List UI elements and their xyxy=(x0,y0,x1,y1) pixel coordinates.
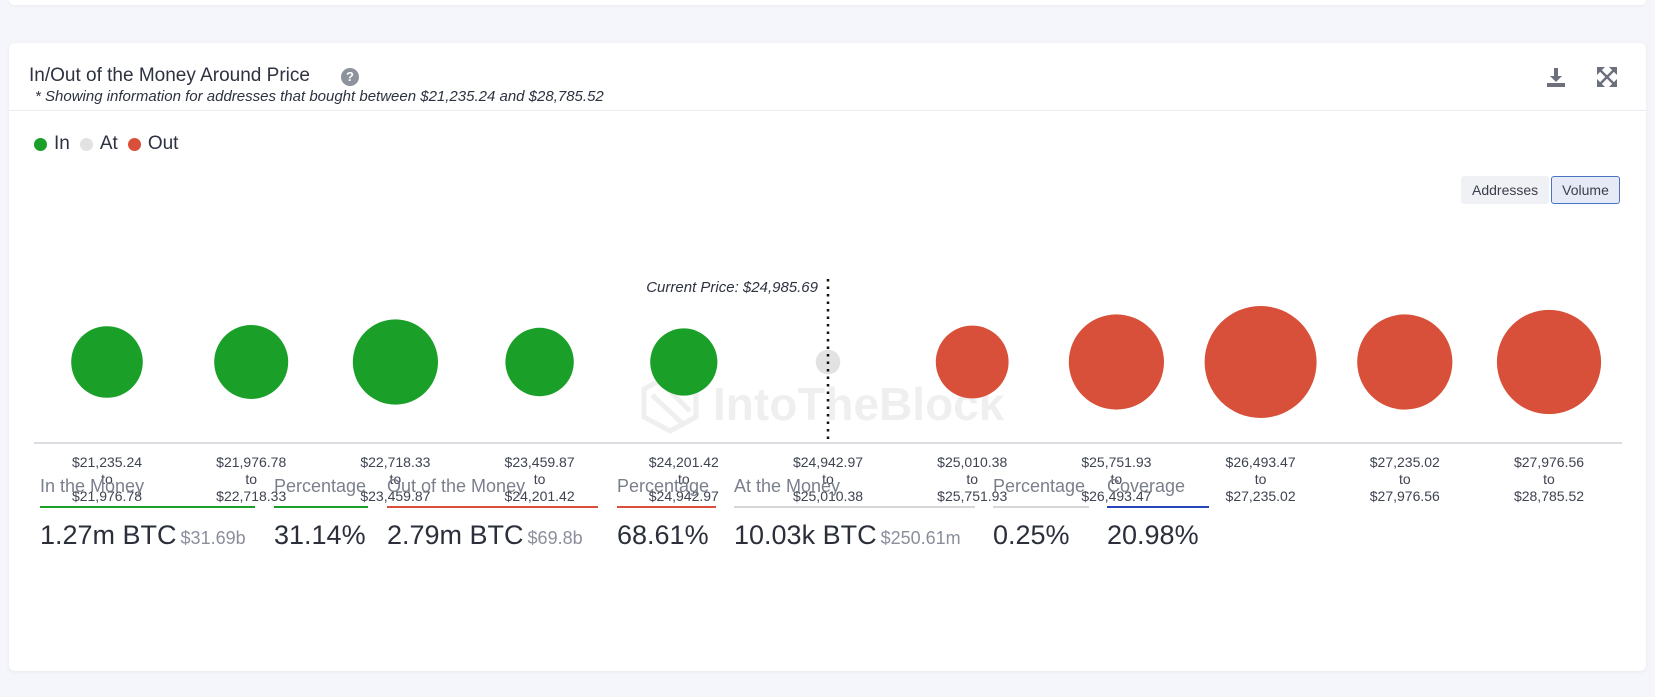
tick-label-10-to: $28,785.52 xyxy=(1514,488,1584,504)
legend-dot-at xyxy=(79,137,93,151)
legend-item-in[interactable]: In xyxy=(34,133,70,155)
tick-label-3-from: $23,459.87 xyxy=(505,454,575,470)
stat-value-at-percentage: 0.25% xyxy=(993,520,1070,550)
expand-icon[interactable] xyxy=(1595,65,1619,89)
tick-label-10-to-word: to xyxy=(1543,471,1555,487)
bubble-out-9[interactable] xyxy=(1357,314,1453,410)
stat-value-at-the-money-amount: 10.03k BTC xyxy=(734,520,877,550)
stat-label-in-percentage: Percentage xyxy=(274,476,368,508)
stat-out-of-the-money: Out of the Money 2.79m BTC $69.8b xyxy=(387,476,598,551)
tick-label-9-to: $27,976.56 xyxy=(1370,488,1440,504)
download-icon[interactable] xyxy=(1544,65,1568,89)
bubble-in-0[interactable] xyxy=(71,326,143,398)
stat-value-in-percentage: 31.14% xyxy=(274,520,366,550)
stat-out-percentage: Percentage 68.61% xyxy=(617,476,716,551)
bubble-in-2[interactable] xyxy=(352,319,438,405)
stat-label-at-percentage: Percentage xyxy=(993,476,1089,508)
stat-value-at-the-money: 10.03k BTC $250.61m xyxy=(734,520,975,551)
card-header: In/Out of the Money Around Price ? xyxy=(9,43,1646,111)
bubble-chart: IntoTheBlock $21,235.24to$21,976.78$21,9… xyxy=(34,279,1622,504)
tick-label-5-to-word: to xyxy=(822,471,834,487)
tick-label-7-to-word: to xyxy=(1111,471,1123,487)
card-title: In/Out of the Money Around Price xyxy=(29,65,310,86)
stat-coverage: Coverage 20.98% xyxy=(1107,476,1209,551)
tick-label-3-to-word: to xyxy=(534,471,546,487)
stat-label-coverage: Coverage xyxy=(1107,476,1209,508)
tick-label-1-from: $21,976.78 xyxy=(216,454,286,470)
tick-label-6-to: $25,751.93 xyxy=(937,488,1007,504)
current-price-label: Current Price: $24,985.69 xyxy=(646,279,818,296)
legend-item-at[interactable]: At xyxy=(79,133,118,155)
legend-dot-out xyxy=(127,137,141,151)
stat-label-out-of-the-money: Out of the Money xyxy=(387,476,598,508)
tick-label-8-to: $27,235.02 xyxy=(1226,488,1296,504)
tick-label-6-to-word: to xyxy=(966,471,978,487)
bubbles-layer xyxy=(71,306,1602,418)
legend-label-at: At xyxy=(99,133,118,154)
volume-toggle-button[interactable]: Volume xyxy=(1551,176,1620,204)
stat-label-at-the-money: At the Money xyxy=(734,476,975,508)
tick-label-0-to-word: to xyxy=(101,471,113,487)
bubble-out-7[interactable] xyxy=(1068,314,1164,410)
stat-in-percentage: Percentage 31.14% xyxy=(274,476,368,551)
stat-value-out-of-the-money: 2.79m BTC $69.8b xyxy=(387,520,598,551)
tick-label-6-from: $25,010.38 xyxy=(937,454,1007,470)
stat-at-percentage: Percentage 0.25% xyxy=(993,476,1089,551)
stat-value-out-percentage: 68.61% xyxy=(617,520,709,550)
tick-label-8-to-word: to xyxy=(1255,471,1267,487)
tick-labels-layer: $21,235.24to$21,976.78$21,976.78to$22,71… xyxy=(72,454,1584,504)
tick-label-4-from: $24,201.42 xyxy=(649,454,719,470)
stat-value-coverage: 20.98% xyxy=(1107,520,1199,550)
bubble-out-8[interactable] xyxy=(1204,306,1317,418)
stat-value-in-the-money: 1.27m BTC $31.69b xyxy=(40,520,255,551)
previous-card-edge xyxy=(9,0,1646,5)
tick-label-2-from: $22,718.33 xyxy=(360,454,430,470)
tick-label-9-from: $27,235.02 xyxy=(1370,454,1440,470)
stat-value-out-of-the-money-amount: 2.79m BTC xyxy=(387,520,524,550)
legend-dot-in xyxy=(34,137,47,151)
bubble-out-10[interactable] xyxy=(1496,309,1602,415)
tick-label-4-to-word: to xyxy=(678,471,690,487)
tick-label-1-to-word: to xyxy=(245,471,257,487)
tick-label-10-from: $27,976.56 xyxy=(1514,454,1584,470)
legend-label-in: In xyxy=(54,133,70,154)
tick-label-3-to: $24,201.42 xyxy=(505,488,575,504)
addresses-toggle-button[interactable]: Addresses xyxy=(1461,176,1550,204)
chart-legend: In At Out xyxy=(34,133,188,155)
legend-label-out: Out xyxy=(147,133,179,154)
stat-label-in-the-money: In the Money xyxy=(40,476,255,508)
stat-label-out-percentage: Percentage xyxy=(617,476,716,508)
legend-item-out[interactable]: Out xyxy=(127,133,179,155)
tick-label-0-from: $21,235.24 xyxy=(72,454,142,470)
bubble-in-1[interactable] xyxy=(214,325,289,399)
stat-in-the-money: In the Money 1.27m BTC $31.69b xyxy=(40,476,255,551)
bubble-out-6[interactable] xyxy=(935,325,1009,399)
tick-label-5-to: $25,010.38 xyxy=(793,488,863,504)
stat-sub-at-the-money: $250.61m xyxy=(880,528,961,548)
bubble-in-3[interactable] xyxy=(505,327,574,397)
tick-label-9-to-word: to xyxy=(1399,471,1411,487)
stat-sub-out-of-the-money: $69.8b xyxy=(527,528,583,548)
bubble-in-4[interactable] xyxy=(650,328,718,396)
tick-label-1-to: $22,718.33 xyxy=(216,488,286,504)
stat-sub-in-the-money: $31.69b xyxy=(180,528,246,548)
tick-label-7-to: $26,493.47 xyxy=(1081,488,1151,504)
tick-label-2-to: $23,459.87 xyxy=(360,488,430,504)
tick-label-5-from: $24,942.97 xyxy=(793,454,863,470)
question-circle-icon[interactable]: ? xyxy=(341,68,359,86)
tick-label-2-to-word: to xyxy=(390,471,402,487)
metric-toggle: Addresses Volume xyxy=(1461,176,1620,204)
stat-at-the-money: At the Money 10.03k BTC $250.61m xyxy=(734,476,975,551)
tick-label-0-to: $21,976.78 xyxy=(72,488,142,504)
tick-label-8-from: $26,493.47 xyxy=(1226,454,1296,470)
stat-value-in-the-money-amount: 1.27m BTC xyxy=(40,520,177,550)
tick-label-7-from: $25,751.93 xyxy=(1081,454,1151,470)
address-range-note: * Showing information for addresses that… xyxy=(35,88,604,105)
tick-label-4-to: $24,942.97 xyxy=(649,488,719,504)
